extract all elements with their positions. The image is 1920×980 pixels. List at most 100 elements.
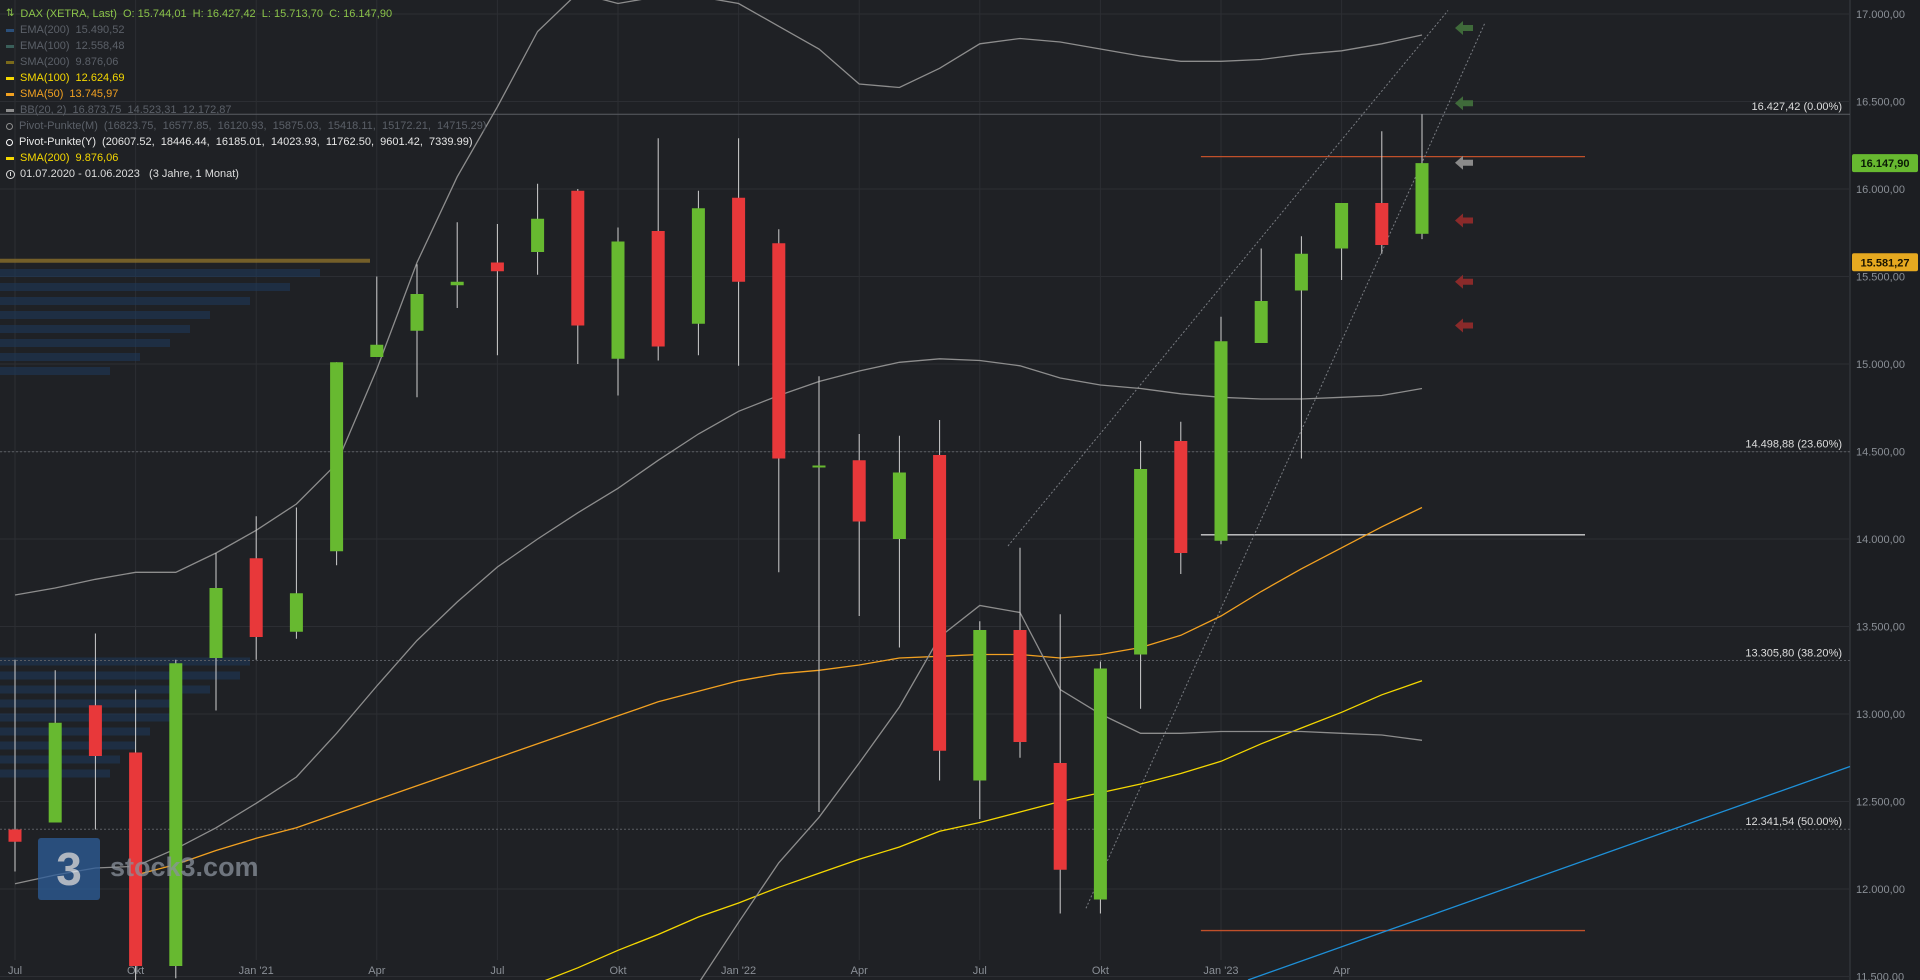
pivot-circle-icon <box>6 122 13 130</box>
candle-body[interactable] <box>1415 163 1429 234</box>
candle-body[interactable] <box>691 208 705 324</box>
legend-item-name: Pivot-Punkte(Y) <box>19 136 97 148</box>
legend-item-value: (20607.52, 18446.44, 16185.01, 14023.93,… <box>102 136 473 148</box>
candle-body[interactable] <box>8 829 22 842</box>
x-tick-label: Jul <box>8 965 22 977</box>
candle-body[interactable] <box>48 722 62 823</box>
volume-profile-bar <box>0 325 190 333</box>
candle-body[interactable] <box>169 663 183 966</box>
legend-item-name: SMA(200) <box>20 56 70 68</box>
candle-body[interactable] <box>892 472 906 540</box>
indicator-line <box>14 358 1423 885</box>
candle-body[interactable] <box>1093 668 1107 900</box>
legend-item[interactable]: Pivot-Punkte(M) (16823.75, 16577.85, 1612… <box>6 118 487 134</box>
legend-item-name: EMA(200) <box>20 24 70 36</box>
volume-profile-bar <box>0 269 320 277</box>
stock3-logo-text: stock3.com <box>110 852 259 882</box>
legend-item-name: SMA(200) <box>20 152 70 164</box>
legend-header: ⇅ DAX (XETRA, Last) O: 15.744,01 H: 16.4… <box>6 6 487 22</box>
legend-item[interactable]: SMA(50) 13.745,97 <box>6 86 487 102</box>
y-tick-label: 17.000,00 <box>1856 9 1905 21</box>
trend-line <box>1007 10 1449 547</box>
candle-body[interactable] <box>330 362 344 552</box>
legend-item[interactable]: EMA(100) 12.558,48 <box>6 38 487 54</box>
y-tick-label: 11.500,00 <box>1856 972 1904 980</box>
volume-profile-bar <box>0 297 250 305</box>
pivot-circle-icon <box>6 138 13 146</box>
legend-item[interactable]: Pivot-Punkte(Y) (20607.52, 18446.44, 1618… <box>6 134 487 150</box>
candle-body[interactable] <box>1375 203 1389 245</box>
candle-body[interactable] <box>812 465 826 468</box>
volume-profile-bar <box>0 727 150 736</box>
volume-profile-bar <box>0 713 170 722</box>
volume-profile-bar <box>0 367 110 375</box>
candle-body[interactable] <box>651 231 665 347</box>
volume-profile-bar <box>0 339 170 347</box>
legend-item-value: 15.490,52 <box>75 24 125 36</box>
candle-body[interactable] <box>209 588 223 658</box>
chart-legend: ⇅ DAX (XETRA, Last) O: 15.744,01 H: 16.4… <box>6 6 487 182</box>
candle-body[interactable] <box>852 460 866 522</box>
signal-arrow-icon <box>1455 274 1473 289</box>
x-tick-label: Apr <box>1333 965 1350 977</box>
legend-item[interactable]: BB(20, 2) 16.873,75 14.523,31 12.172,87 <box>6 102 487 118</box>
candle-body[interactable] <box>1174 441 1188 553</box>
candle-body[interactable] <box>289 593 303 632</box>
y-tick-label: 12.000,00 <box>1856 884 1905 896</box>
legend-item[interactable]: SMA(200) 9.876,06 <box>6 150 487 166</box>
long-term-trend-line <box>1247 765 1851 980</box>
price-label-box <box>1852 253 1918 272</box>
candle-body[interactable] <box>1053 763 1067 870</box>
candle-body[interactable] <box>1294 253 1308 291</box>
clock-icon <box>6 169 15 179</box>
legend-item-value: (16823.75, 16577.85, 16120.93, 15875.03,… <box>103 120 487 132</box>
candle-body[interactable] <box>249 558 263 637</box>
candle-body[interactable] <box>531 218 545 252</box>
candle-body[interactable] <box>611 241 625 359</box>
indicator-line <box>14 0 1423 596</box>
y-axis-panel <box>1850 0 1920 980</box>
legend-item-value: 16.873,75 14.523,31 12.172,87 <box>72 104 232 116</box>
candle-body[interactable] <box>370 344 384 357</box>
candle-body[interactable] <box>571 190 585 326</box>
candle-body[interactable] <box>772 243 786 459</box>
candle-body[interactable] <box>1214 341 1228 541</box>
volume-profile-bar <box>0 685 210 694</box>
price-label-text: 15.581,27 <box>1861 257 1910 269</box>
candle-body[interactable] <box>732 197 746 282</box>
candle-body[interactable] <box>410 294 424 331</box>
candle-body[interactable] <box>88 705 102 756</box>
legend-item[interactable]: SMA(200) 9.876,06 <box>6 54 487 70</box>
indicator-line <box>135 506 1423 876</box>
legend-swatch <box>6 28 14 32</box>
candle-body[interactable] <box>450 281 464 286</box>
y-tick-label: 13.500,00 <box>1856 622 1905 634</box>
chart-type-icon: ⇅ <box>6 8 15 19</box>
x-tick-label: Jan '22 <box>721 965 756 977</box>
candle-body[interactable] <box>1335 203 1349 249</box>
legend-item[interactable]: EMA(200) 15.490,52 <box>6 22 487 38</box>
price-label-box <box>1852 154 1918 173</box>
volume-profile-bar <box>0 699 180 708</box>
signal-arrow-icon <box>1455 96 1473 111</box>
stock3-logo-icon: 3 <box>38 838 100 900</box>
volume-profile-poc <box>0 258 370 263</box>
candle-body[interactable] <box>129 752 143 967</box>
candle-body[interactable] <box>1254 301 1268 343</box>
ohlc-values: O: 15.744,01 H: 16.427,42 L: 15.713,70 C… <box>122 8 393 20</box>
y-tick-label: 15.500,00 <box>1856 272 1905 284</box>
candle-body[interactable] <box>973 630 987 781</box>
candle-body[interactable] <box>490 262 504 272</box>
candle-body[interactable] <box>1013 630 1027 742</box>
legend-item-name: EMA(100) <box>20 40 70 52</box>
legend-swatch <box>6 44 14 48</box>
candle-body[interactable] <box>1134 469 1148 655</box>
legend-item-name: Pivot-Punkte(M) <box>19 120 98 132</box>
legend-item[interactable]: SMA(100) 12.624,69 <box>6 70 487 86</box>
candle-body[interactable] <box>933 455 947 751</box>
x-tick-label: Jan '23 <box>1203 965 1238 977</box>
logo-glyph: 3 <box>56 843 82 895</box>
